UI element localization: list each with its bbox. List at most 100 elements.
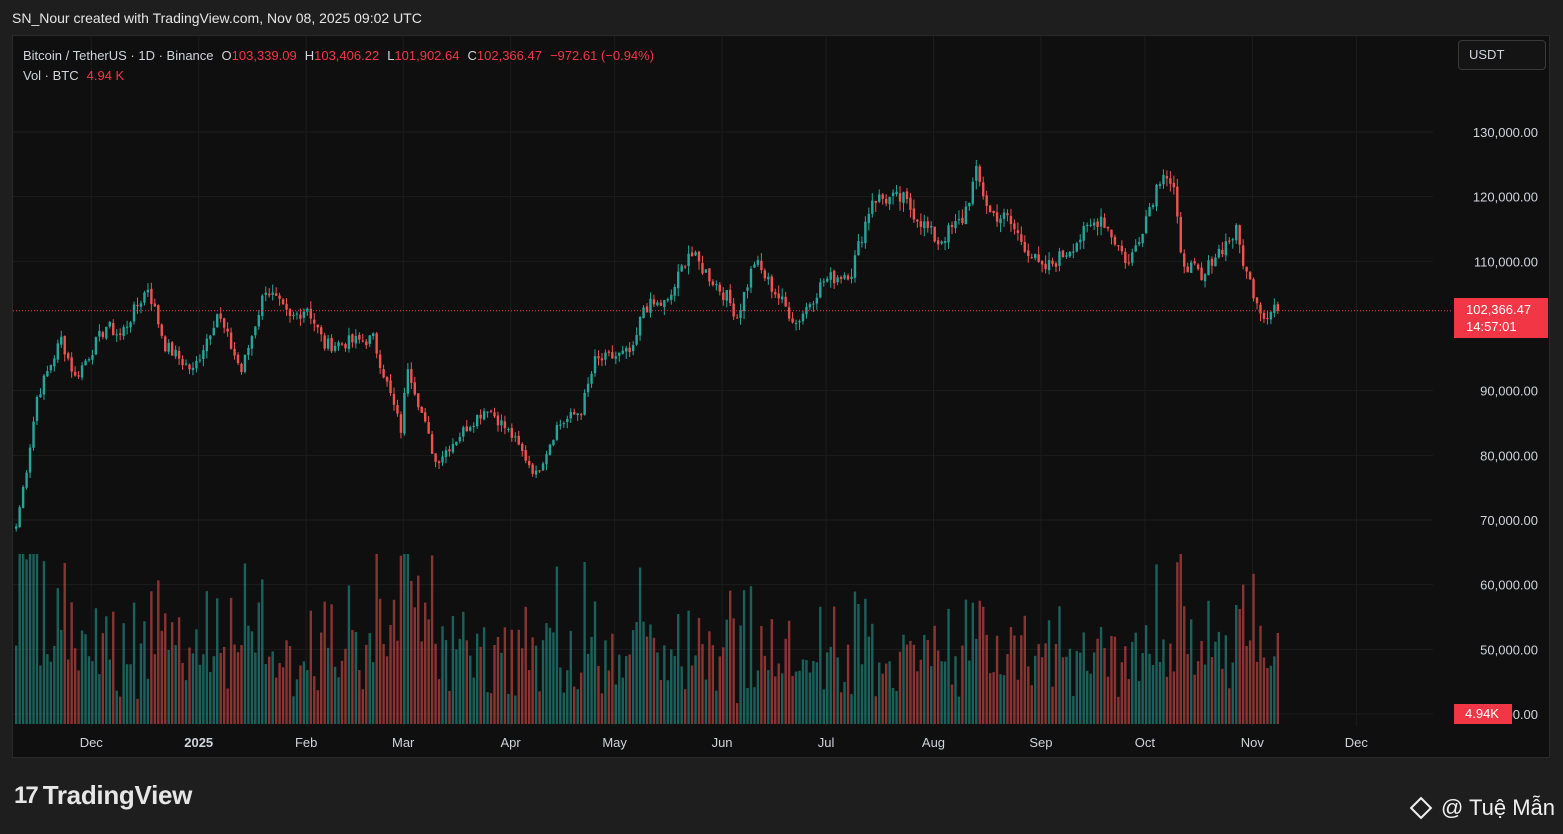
candle xyxy=(1141,233,1144,248)
candle xyxy=(444,446,448,464)
volume-bar xyxy=(1176,562,1179,724)
candle-body xyxy=(170,342,174,356)
volume-bar xyxy=(666,680,670,724)
candle xyxy=(715,280,718,291)
candle-body xyxy=(780,296,784,300)
candle xyxy=(1217,244,1221,259)
candle xyxy=(299,308,302,326)
volume-bar xyxy=(423,602,427,724)
candle xyxy=(718,282,721,296)
chart-panel[interactable]: 130,000.00 120,000.00 110,000.00 90,000.00 8… xyxy=(12,35,1550,758)
volume-bar xyxy=(236,652,240,724)
volume-bar xyxy=(56,588,59,724)
volume-bar xyxy=(770,619,773,724)
candle xyxy=(926,216,929,233)
candle-body xyxy=(787,307,791,319)
volume-bar xyxy=(368,633,371,724)
candle-body xyxy=(157,305,160,325)
volume-bar xyxy=(1241,584,1245,724)
candle-body xyxy=(285,303,288,310)
volume-bar xyxy=(791,675,794,724)
candle-body xyxy=(933,226,936,242)
candle xyxy=(711,279,715,287)
volume-bar xyxy=(198,664,202,724)
candle-body xyxy=(902,192,905,204)
candle-body xyxy=(247,347,250,356)
candle-body xyxy=(392,393,396,405)
candle-body xyxy=(42,375,46,395)
candle xyxy=(1023,235,1027,254)
candle xyxy=(805,302,808,319)
volume-bar xyxy=(469,655,472,724)
candle-body xyxy=(607,351,611,353)
candle-body xyxy=(957,219,961,221)
candle xyxy=(559,419,562,430)
volume-bar xyxy=(940,661,943,724)
time-tick-label: Sep xyxy=(1029,735,1052,750)
candle xyxy=(1020,226,1023,246)
candle-body xyxy=(687,253,690,267)
candle-body xyxy=(992,210,995,214)
candle-body xyxy=(874,200,877,203)
candle-body xyxy=(923,221,926,229)
candle xyxy=(233,342,236,360)
volume-bar xyxy=(25,559,28,724)
candle xyxy=(728,284,732,307)
candle xyxy=(517,430,520,446)
candle xyxy=(254,326,257,339)
candle-body xyxy=(202,350,205,360)
volume-bar xyxy=(247,625,250,724)
candle xyxy=(576,412,579,421)
candle xyxy=(209,335,212,346)
volume-bar xyxy=(1269,665,1273,724)
candle xyxy=(94,336,98,356)
candle-body xyxy=(337,342,340,347)
symbol-label[interactable]: Bitcoin / TetherUS · 1D · Binance xyxy=(23,48,214,63)
candle-body xyxy=(177,350,181,359)
volume-bar xyxy=(1089,673,1092,724)
candle-body xyxy=(261,295,264,316)
candle-body xyxy=(448,449,451,452)
candle-body xyxy=(538,470,541,472)
candle-body xyxy=(198,359,202,361)
volume-bar xyxy=(229,597,233,724)
candle-body xyxy=(888,196,891,205)
candle xyxy=(534,465,538,479)
volume-bar xyxy=(489,693,493,724)
candle-body xyxy=(1096,221,1099,228)
candle xyxy=(313,313,316,332)
volume-bar xyxy=(690,665,694,724)
candle xyxy=(479,409,482,425)
candle-body xyxy=(1217,248,1221,258)
candle xyxy=(1054,261,1058,273)
candle-body xyxy=(271,292,274,295)
currency-button[interactable]: USDT xyxy=(1458,40,1546,70)
candle xyxy=(514,432,517,442)
volume-bar xyxy=(1085,670,1089,724)
candle xyxy=(670,289,673,305)
candle xyxy=(198,354,202,363)
candle-body xyxy=(1110,229,1113,238)
volume-bar xyxy=(184,680,188,724)
volume-label[interactable]: Vol · BTC xyxy=(23,68,79,83)
candle-body xyxy=(1068,251,1072,257)
volume-bar xyxy=(649,624,652,724)
candle-body xyxy=(209,335,212,340)
candle-body xyxy=(46,371,49,377)
volume-bar xyxy=(1255,661,1259,724)
volume-bar xyxy=(361,689,364,724)
candle xyxy=(28,444,32,478)
candle-body xyxy=(493,412,496,417)
tradingview-logo[interactable]: 17 TradingView xyxy=(14,780,192,811)
candle xyxy=(1176,178,1179,224)
candle-body xyxy=(548,444,552,455)
volume-bar xyxy=(947,608,950,724)
volume-bar xyxy=(923,634,926,724)
price-tick-label: 90,000.00 xyxy=(1480,384,1538,399)
candle xyxy=(1144,209,1148,235)
candle-body xyxy=(1165,176,1169,179)
candle xyxy=(1221,242,1224,258)
candle-body xyxy=(122,327,125,336)
candle-body xyxy=(1072,251,1075,253)
candlestick-chart[interactable]: 130,000.00 120,000.00 110,000.00 90,000.00 8… xyxy=(13,36,1549,757)
